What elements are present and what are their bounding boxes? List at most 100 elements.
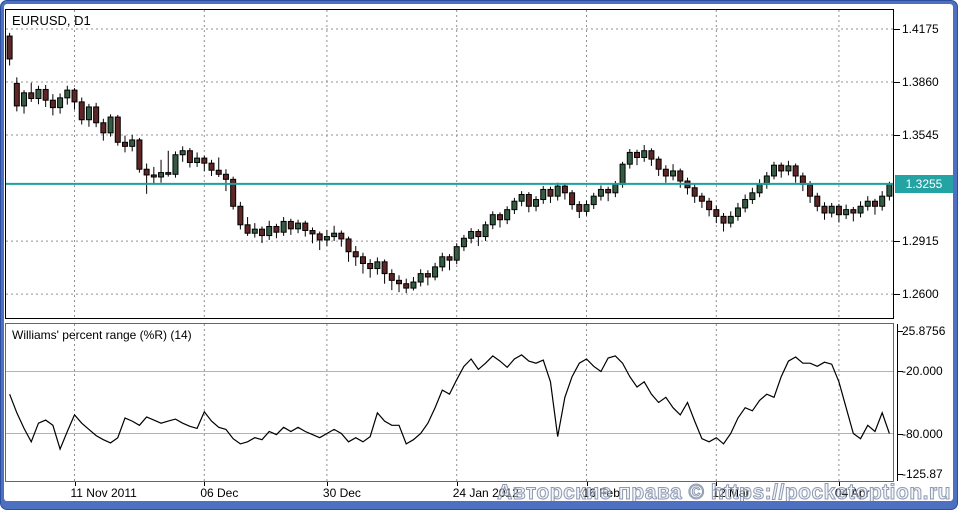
candle xyxy=(778,164,785,172)
candle xyxy=(6,35,13,60)
candle xyxy=(871,200,878,207)
candle xyxy=(35,88,42,100)
date-label: 11 Nov 2011 xyxy=(70,486,137,500)
candle xyxy=(121,141,128,147)
indicator-axis-tick xyxy=(897,433,903,435)
price-chart-panel[interactable]: EURUSD, D1 xyxy=(5,9,894,319)
candle xyxy=(107,116,114,134)
wpr-indicator-panel[interactable]: Williams' percent range (%R) (14) xyxy=(5,323,894,482)
candle xyxy=(648,150,655,160)
candle xyxy=(367,263,374,270)
date-label: 16 Feb xyxy=(582,486,620,500)
candle xyxy=(100,122,107,134)
candle xyxy=(670,170,677,177)
candle xyxy=(677,170,684,182)
candle xyxy=(864,200,871,207)
candle xyxy=(280,220,287,233)
candle xyxy=(410,281,417,289)
candle xyxy=(792,165,799,177)
date-axis-tick xyxy=(326,482,328,486)
candle xyxy=(230,178,237,207)
candle xyxy=(403,283,410,289)
candle xyxy=(172,154,179,175)
indicator-axis-tick xyxy=(897,331,903,332)
candle xyxy=(359,256,366,265)
date-label: 12 Mar xyxy=(712,486,750,500)
candle xyxy=(742,199,749,209)
candle xyxy=(143,168,150,176)
candle xyxy=(641,150,648,158)
candle xyxy=(21,92,28,107)
candle xyxy=(85,106,92,121)
candle xyxy=(302,222,309,232)
candle xyxy=(489,214,496,226)
date-axis-tick xyxy=(456,482,458,486)
price-axis: 1.3255 1.4175 1.3860 1.3545 1.2915 1.2600 xyxy=(894,9,953,319)
candle xyxy=(323,236,330,241)
candle xyxy=(720,215,727,224)
candle xyxy=(93,106,100,124)
price-axis-label: 1.3860 xyxy=(902,75,939,90)
candle xyxy=(194,157,201,164)
candle xyxy=(886,183,893,197)
candle xyxy=(352,251,359,258)
wpr-line xyxy=(9,354,890,451)
current-price-badge: 1.3255 xyxy=(895,174,953,193)
price-axis-label: 1.4175 xyxy=(902,22,939,36)
candle xyxy=(222,173,229,180)
candle xyxy=(295,222,302,230)
candle xyxy=(381,261,388,275)
candle xyxy=(691,187,698,197)
indicator-axis-bracket xyxy=(897,324,898,481)
indicator-axis-label: 25.8756 xyxy=(902,324,946,338)
candle xyxy=(482,224,489,238)
indicator-axis-tick xyxy=(897,474,903,475)
candle xyxy=(626,151,633,165)
candle xyxy=(331,232,338,238)
price-axis-tick xyxy=(894,135,900,137)
candle xyxy=(424,273,431,278)
date-label: 30 Dec xyxy=(322,486,361,500)
candle xyxy=(605,188,612,194)
candle xyxy=(396,279,403,285)
date-label: 04 Apr xyxy=(834,486,870,500)
candle xyxy=(583,204,590,212)
candle xyxy=(785,165,792,172)
candle xyxy=(633,151,640,158)
price-axis-tick xyxy=(894,82,900,84)
indicator-axis-label: -125.87 xyxy=(902,467,943,481)
candle xyxy=(57,97,64,109)
candle xyxy=(208,162,215,171)
candle xyxy=(129,139,136,147)
candle xyxy=(374,261,381,270)
candle xyxy=(576,204,583,212)
candle xyxy=(432,266,439,278)
candle xyxy=(756,183,763,194)
candle xyxy=(201,157,208,164)
price-axis-tick xyxy=(894,294,900,296)
candle xyxy=(417,273,424,283)
date-axis: 11 Nov 2011 06 Dec 30 Dec 24 Jan 2012 16 Feb… xyxy=(5,482,894,501)
date-axis-tick xyxy=(716,482,718,486)
candle xyxy=(540,188,547,201)
candle xyxy=(388,273,395,281)
date-axis-tick xyxy=(838,482,840,486)
candle xyxy=(237,205,244,226)
candle xyxy=(439,256,446,268)
candle xyxy=(771,164,778,177)
candle xyxy=(590,195,597,206)
candlestick-plot xyxy=(6,10,893,318)
candle xyxy=(453,246,460,261)
candle xyxy=(446,256,453,261)
candle xyxy=(612,183,619,194)
candle xyxy=(244,224,251,234)
price-axis-tick xyxy=(894,29,900,30)
candle xyxy=(179,150,186,156)
candle xyxy=(525,193,532,207)
price-axis-label: 1.3545 xyxy=(902,128,939,143)
candle xyxy=(850,209,857,214)
candle xyxy=(266,225,273,237)
candle xyxy=(338,232,345,240)
indicator-axis-label: -20.000 xyxy=(902,364,943,379)
